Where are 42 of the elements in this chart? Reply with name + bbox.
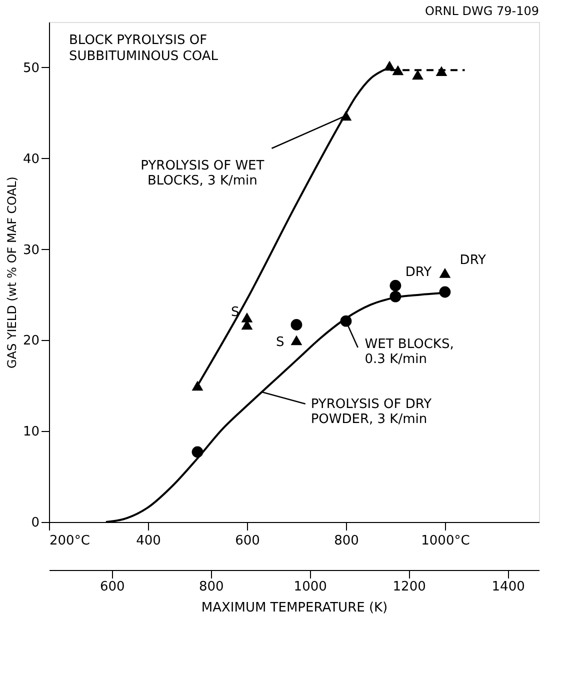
x2-axis-title: MAXIMUM TEMPERATURE (K) xyxy=(201,600,388,616)
annotation: DRY xyxy=(460,253,486,268)
y-tick-label: 50 xyxy=(22,60,40,76)
point xyxy=(439,286,451,298)
point xyxy=(192,446,204,458)
point xyxy=(412,70,424,80)
point xyxy=(384,60,396,71)
point xyxy=(439,268,451,278)
point xyxy=(392,65,404,76)
point xyxy=(241,312,253,322)
y-axis-title: GAS YIELD (wt % OF MAF COAL) xyxy=(4,176,19,368)
x2-tick-label: 600 xyxy=(100,580,125,594)
y-tick-label: 20 xyxy=(22,334,40,349)
point xyxy=(390,290,402,302)
point xyxy=(192,380,204,391)
annotation: DRY xyxy=(405,265,432,280)
x2-tick-label: 1000 xyxy=(294,580,327,594)
y-tick-label: 30 xyxy=(22,242,40,258)
x2-tick-label: 1200 xyxy=(392,580,426,594)
x-tick-label: 200°C xyxy=(50,534,90,548)
text: BLOCK PYROLYSIS OF SUBBITUMINOUS COAL xyxy=(69,33,219,64)
point xyxy=(290,319,302,330)
x-tick-label: 800 xyxy=(334,534,359,548)
annotation: PYROLYSIS OF WET BLOCKS, 3 K/min xyxy=(140,158,264,189)
point xyxy=(436,66,448,76)
x-tick-label: 600 xyxy=(235,534,260,548)
y-tick-label: 0 xyxy=(31,516,40,530)
x-tick-label: 400 xyxy=(136,534,161,548)
point xyxy=(290,335,302,346)
point xyxy=(340,315,352,327)
x2-tick-label: 800 xyxy=(198,580,224,594)
text: ORNL DWG 79-109 xyxy=(425,4,539,18)
y-tick-label: 40 xyxy=(22,152,40,167)
y-tick-label: 10 xyxy=(22,424,40,440)
x2-tick-label: 1400 xyxy=(492,580,525,594)
x-tick-label: 1000°C xyxy=(421,534,470,548)
annotation: S xyxy=(276,335,284,350)
annotation: S xyxy=(230,305,240,320)
annotation: WET BLOCKS, 0.3 K/min xyxy=(364,336,454,367)
point xyxy=(340,110,352,121)
point xyxy=(390,280,402,292)
annotation: PYROLYSIS OF DRY POWDER, 3 K/min xyxy=(310,396,432,427)
